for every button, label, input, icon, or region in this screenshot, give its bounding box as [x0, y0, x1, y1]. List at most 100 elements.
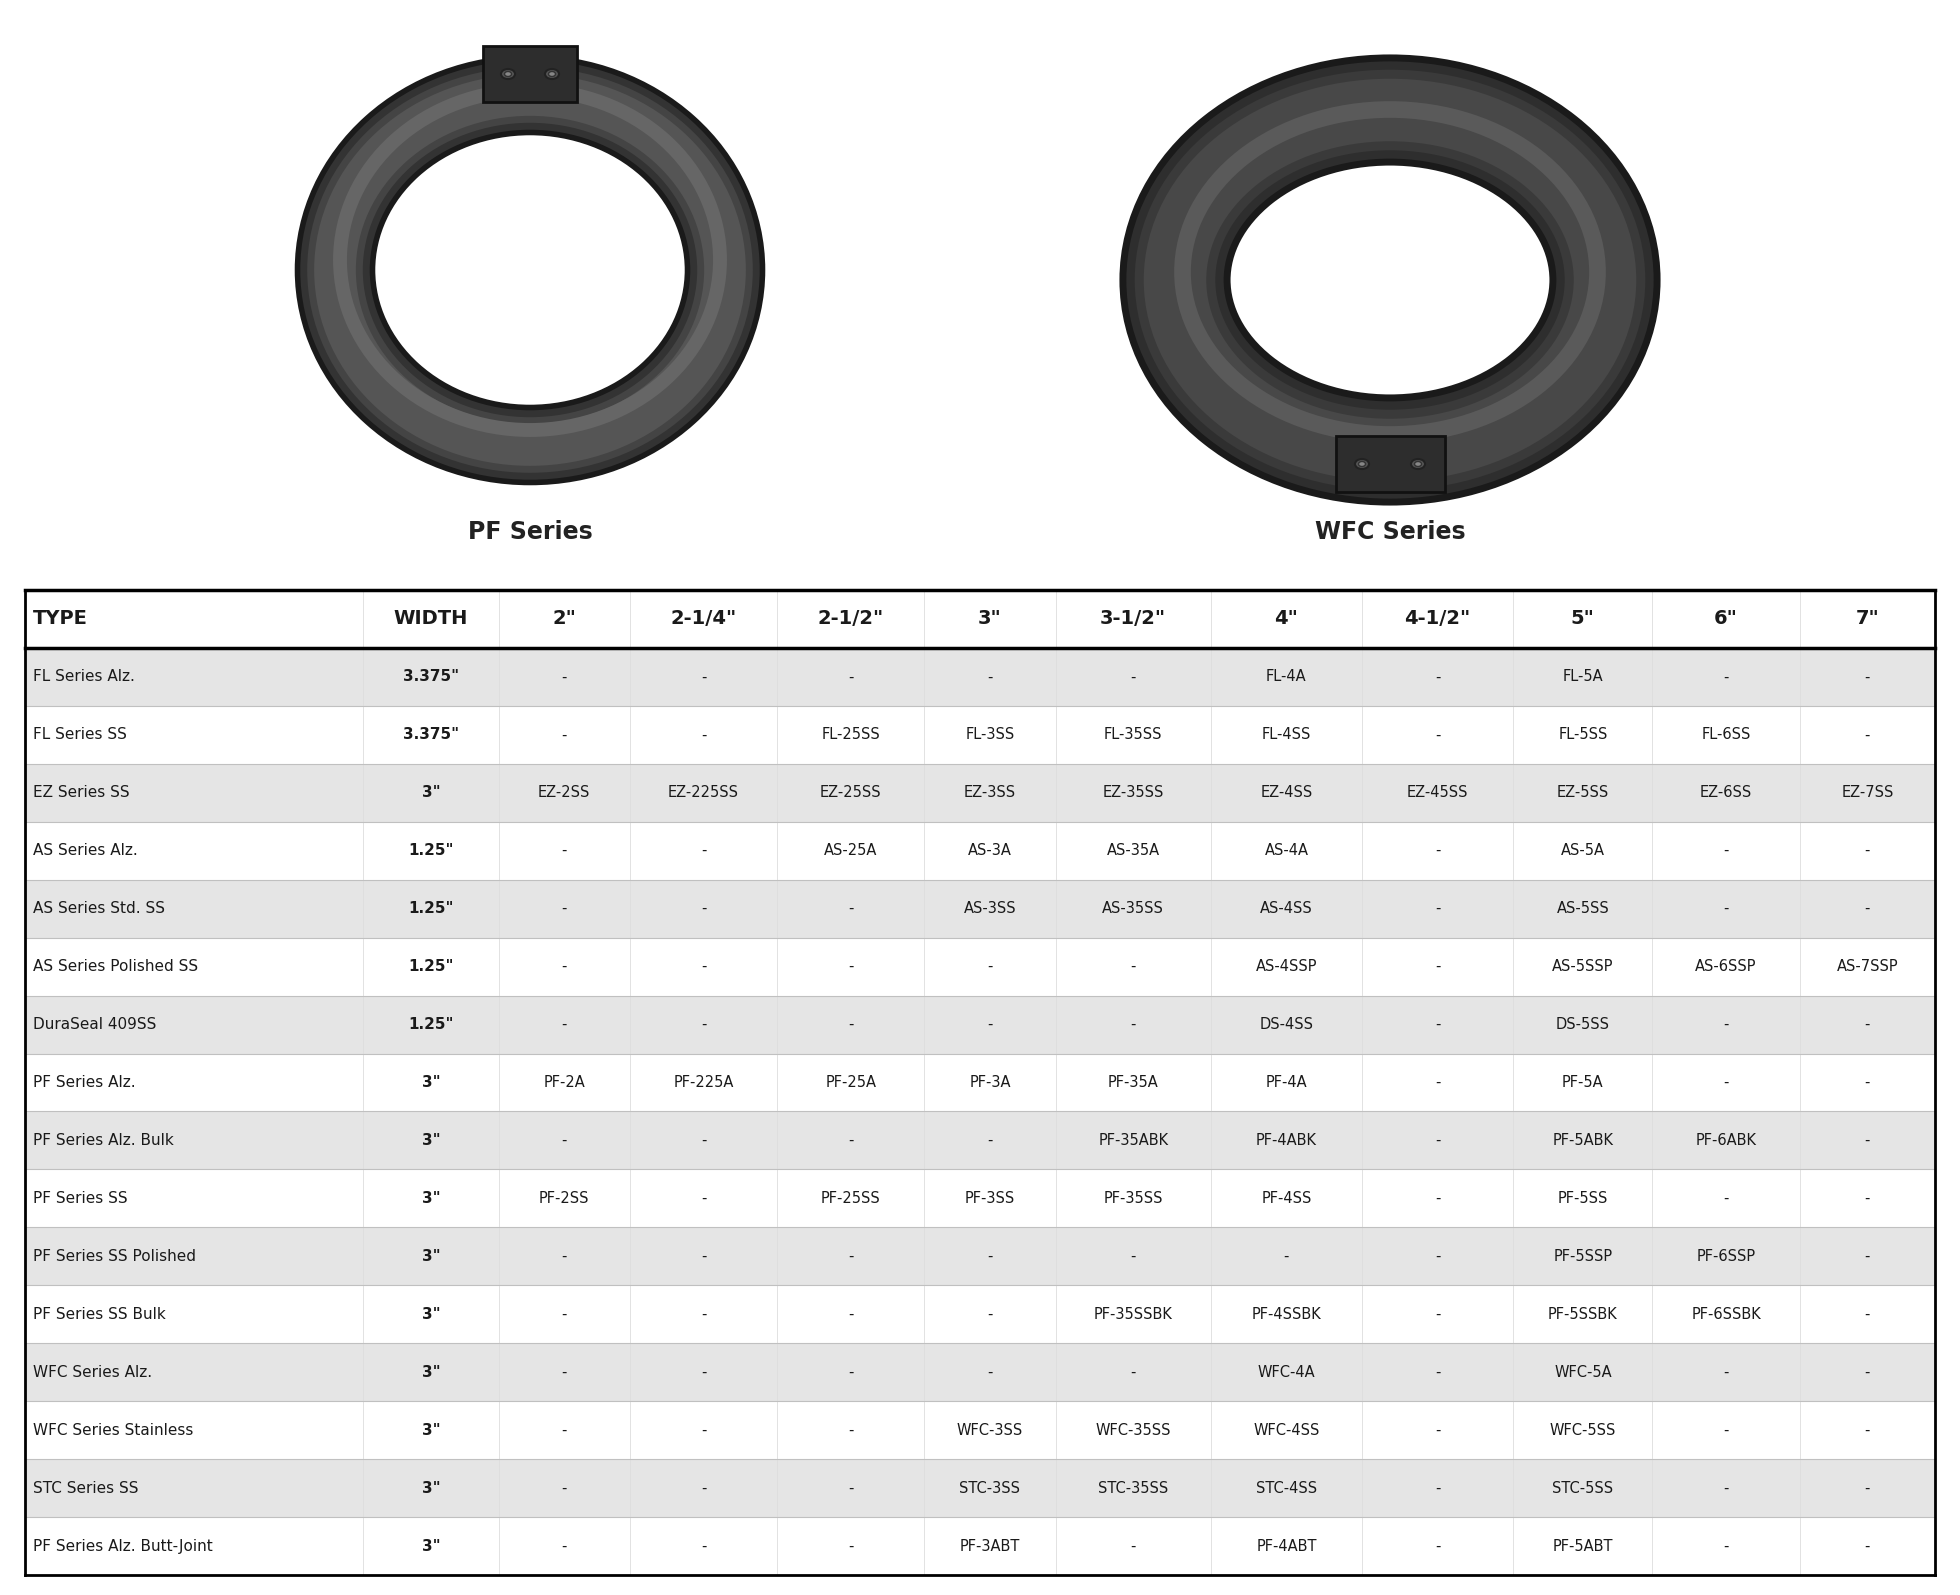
Text: -: -: [1864, 727, 1870, 742]
Text: WFC-4SS: WFC-4SS: [1252, 1423, 1319, 1437]
Text: EZ-3SS: EZ-3SS: [964, 785, 1015, 801]
Text: PF Series SS Bulk: PF Series SS Bulk: [33, 1306, 167, 1322]
Text: AS-4A: AS-4A: [1264, 844, 1309, 858]
Text: PF-4ABK: PF-4ABK: [1256, 1132, 1317, 1148]
Text: -: -: [849, 1132, 853, 1148]
Text: 4-1/2": 4-1/2": [1405, 609, 1470, 628]
Bar: [25, 590, 1935, 648]
Text: 1.25": 1.25": [408, 901, 453, 916]
Bar: [25, 821, 1935, 880]
Text: EZ-5SS: EZ-5SS: [1556, 785, 1609, 801]
Text: STC-3SS: STC-3SS: [960, 1480, 1021, 1496]
Text: AS Series Polished SS: AS Series Polished SS: [33, 959, 198, 975]
Text: 3": 3": [421, 1365, 441, 1380]
Text: 3": 3": [421, 1539, 441, 1554]
Text: -: -: [1864, 670, 1870, 684]
Text: EZ-35SS: EZ-35SS: [1103, 785, 1164, 801]
Text: PF-225A: PF-225A: [674, 1075, 733, 1089]
Text: AS-35A: AS-35A: [1107, 844, 1160, 858]
Text: -: -: [561, 1132, 566, 1148]
Text: -: -: [849, 1539, 853, 1554]
Text: -: -: [561, 1539, 566, 1554]
Text: PF Series Alz. Bulk: PF Series Alz. Bulk: [33, 1132, 174, 1148]
Text: -: -: [849, 959, 853, 975]
Text: -: -: [1435, 1365, 1441, 1380]
Text: WFC Series: WFC Series: [1315, 520, 1466, 544]
Text: -: -: [702, 1132, 706, 1148]
Text: -: -: [1435, 1249, 1441, 1263]
Text: -: -: [1131, 959, 1137, 975]
Text: PF-6ABK: PF-6ABK: [1695, 1132, 1756, 1148]
Text: 5": 5": [1570, 609, 1595, 628]
Text: AS-7SSP: AS-7SSP: [1837, 959, 1897, 975]
Text: TYPE: TYPE: [33, 609, 88, 628]
Text: PF-35SS: PF-35SS: [1103, 1191, 1162, 1206]
Text: 3": 3": [421, 1306, 441, 1322]
Text: -: -: [1723, 1539, 1729, 1554]
Text: WFC-5SS: WFC-5SS: [1550, 1423, 1617, 1437]
Text: 3": 3": [421, 1075, 441, 1089]
Text: -: -: [849, 1306, 853, 1322]
Text: 4": 4": [1274, 609, 1298, 628]
Text: PF Series SS Polished: PF Series SS Polished: [33, 1249, 196, 1263]
Text: AS-4SSP: AS-4SSP: [1256, 959, 1317, 975]
Bar: [25, 648, 1935, 707]
Text: EZ-7SS: EZ-7SS: [1840, 785, 1893, 801]
Text: EZ-25SS: EZ-25SS: [819, 785, 882, 801]
Text: -: -: [561, 901, 566, 916]
Text: DuraSeal 409SS: DuraSeal 409SS: [33, 1018, 157, 1032]
Text: -: -: [1864, 1018, 1870, 1032]
Text: PF Series SS: PF Series SS: [33, 1191, 127, 1206]
Text: 3": 3": [421, 1191, 441, 1206]
Text: 2-1/2": 2-1/2": [817, 609, 884, 628]
Ellipse shape: [545, 69, 559, 80]
Text: -: -: [561, 1423, 566, 1437]
Text: 3": 3": [978, 609, 1002, 628]
Text: -: -: [1435, 1075, 1441, 1089]
Text: -: -: [702, 1423, 706, 1437]
Text: -: -: [1723, 670, 1729, 684]
Text: -: -: [849, 901, 853, 916]
Text: -: -: [1723, 1423, 1729, 1437]
Text: -: -: [988, 670, 992, 684]
Bar: [25, 1400, 1935, 1459]
Text: DS-5SS: DS-5SS: [1556, 1018, 1609, 1032]
Text: PF-6SSP: PF-6SSP: [1697, 1249, 1756, 1263]
Text: STC Series SS: STC Series SS: [33, 1480, 139, 1496]
Text: PF-5SSBK: PF-5SSBK: [1548, 1306, 1617, 1322]
Text: -: -: [1131, 670, 1137, 684]
Bar: [25, 938, 1935, 995]
Text: EZ-4SS: EZ-4SS: [1260, 785, 1313, 801]
Text: EZ-45SS: EZ-45SS: [1407, 785, 1468, 801]
Text: EZ-6SS: EZ-6SS: [1699, 785, 1752, 801]
Text: -: -: [1435, 1018, 1441, 1032]
Text: -: -: [1435, 1480, 1441, 1496]
Text: AS-5A: AS-5A: [1560, 844, 1605, 858]
Text: PF Series Alz. Butt-Joint: PF Series Alz. Butt-Joint: [33, 1539, 214, 1554]
Text: PF-5A: PF-5A: [1562, 1075, 1603, 1089]
Text: PF-3A: PF-3A: [968, 1075, 1011, 1089]
Text: PF-5SS: PF-5SS: [1558, 1191, 1607, 1206]
Text: -: -: [1435, 727, 1441, 742]
Text: AS Series Std. SS: AS Series Std. SS: [33, 901, 165, 916]
Text: 3": 3": [421, 1249, 441, 1263]
Text: -: -: [702, 1365, 706, 1380]
Text: 3.375": 3.375": [404, 670, 459, 684]
Text: -: -: [1864, 1480, 1870, 1496]
Bar: [25, 1286, 1935, 1343]
Text: -: -: [702, 1191, 706, 1206]
Text: -: -: [1131, 1018, 1137, 1032]
Bar: [25, 1054, 1935, 1112]
Text: PF-35ABK: PF-35ABK: [1098, 1132, 1168, 1148]
Text: -: -: [702, 901, 706, 916]
Text: -: -: [1435, 844, 1441, 858]
Text: -: -: [702, 670, 706, 684]
Text: -: -: [1864, 1075, 1870, 1089]
Text: 3.375": 3.375": [404, 727, 459, 742]
Text: PF Series: PF Series: [468, 520, 592, 544]
Text: -: -: [1435, 670, 1441, 684]
Text: PF-6SSBK: PF-6SSBK: [1691, 1306, 1760, 1322]
Text: PF-5ABK: PF-5ABK: [1552, 1132, 1613, 1148]
Text: WFC Series Stainless: WFC Series Stainless: [33, 1423, 194, 1437]
Text: PF-25SS: PF-25SS: [821, 1191, 880, 1206]
